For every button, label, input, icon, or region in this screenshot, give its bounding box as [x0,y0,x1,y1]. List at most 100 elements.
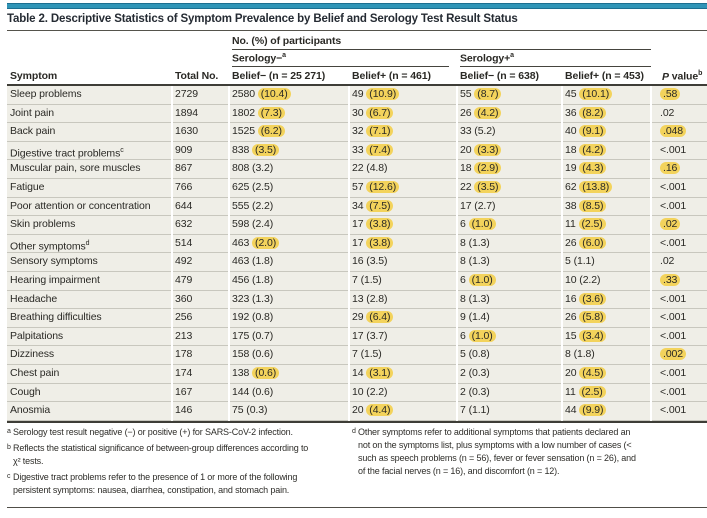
highlighted-percent: (7.5) [366,199,394,212]
highlighted-percent: (0.6) [252,366,280,379]
value-cell: 33 (7.4) [350,141,456,161]
p-value-cell: .16 [652,160,707,179]
table-row: Back pain 1630 1525 (6.2) 32 (7.1) 33 (5.2) 4… [7,123,707,142]
highlighted-percent: (2.5) [578,385,606,398]
percent: (3.2) [252,162,274,175]
percent: (0.8) [468,348,490,361]
spanner-serology-positive: Serology+a [460,52,514,65]
highlighted-percent: (9.1) [579,125,607,138]
p-value-cell: <.001 [652,290,707,310]
p-value: <.001 [660,199,687,212]
value-cell: 8 (1.3) [458,253,561,272]
footnote-line: not on the symptoms list, plus symptoms … [358,440,632,450]
total-cell: 178 [173,346,228,365]
p-value-cell: <.001 [652,178,707,198]
footnotes-left-column: a Serology test result negative (−) or po… [7,426,351,500]
highlighted-percent: (4.2) [474,106,502,119]
highlighted-percent: (3.1) [366,366,394,379]
percent: (0.3) [246,404,268,417]
symptom-cell: Other symptomsd [7,234,171,254]
value-cell: 838 (3.5) [230,141,348,161]
value-cell: 808 (3.2) [230,160,348,179]
total-cell: 167 [173,383,228,403]
percent: (1.4) [468,311,490,324]
total-cell: 867 [173,160,228,179]
highlighted-percent: (10.9) [366,88,400,100]
highlighted-percent: (3.8) [366,236,394,249]
p-value: <.001 [660,329,687,342]
total-cell: 514 [173,234,228,254]
value-cell: 6 (1.0) [458,271,561,291]
highlighted-percent: (12.6) [366,180,400,193]
column-header-seropos-beliefneg: Belief− (n = 638) [460,70,539,82]
highlighted-p-value: .58 [660,88,681,100]
percent: (1.3) [468,236,490,249]
percent: (1.5) [360,273,382,286]
footnote-marker-b: b [7,444,11,451]
highlighted-p-value: .02 [660,218,681,231]
percent: (1.3) [468,255,490,268]
footnotes-right-column: d Other symptoms refer to additional symp… [352,426,707,481]
table-row: Skin problems 632 598 (2.4) 17 (3.8) 6 (1.0)… [7,216,707,235]
value-cell: 13 (2.8) [350,290,456,310]
column-header-p-value: P valueb [662,70,702,83]
column-header-seroneg-beliefpos: Belief+ (n = 461) [352,70,431,82]
footnote-marker-a: a [7,428,11,435]
value-cell: 15 (3.4) [563,327,650,347]
value-cell: 11 (2.5) [563,216,650,235]
value-cell: 6 (1.0) [458,216,561,235]
bottom-divider [7,507,707,508]
highlighted-p-value: .16 [660,162,681,175]
symptom-cell: Chest pain [7,364,171,384]
percent: (1.8) [252,273,274,286]
percent: (0.3) [468,385,490,398]
value-cell: 16 (3.6) [563,290,650,310]
percent: (0.3) [468,366,490,379]
value-cell: 26 (5.8) [563,309,650,328]
highlighted-percent: (13.8) [579,180,613,193]
highlighted-percent: (4.2) [579,143,607,156]
percent: (2.8) [366,292,388,305]
total-cell: 632 [173,216,228,235]
p-value: <.001 [660,143,687,156]
highlighted-percent: (1.0) [468,218,496,231]
value-cell: 26 (6.0) [563,234,650,254]
spanner-serology-negative-label: Serology− [232,52,283,65]
symptom-cell: Anosmia [7,402,171,421]
total-cell: 644 [173,197,228,217]
percent: (1.8) [252,255,274,268]
footnote-ref-c: c [120,146,124,154]
table-row: Anosmia 146 75 (0.3) 20 (4.4) 7 (1.1) 44 (9.9… [7,402,707,421]
percent: (1.5) [360,348,382,361]
highlighted-percent: (6.2) [257,125,285,138]
p-value-cell: <.001 [652,234,707,254]
symptom-cell: Digestive tract problemsc [7,141,171,161]
symptom-cell: Sensory symptoms [7,253,171,272]
value-cell: 8 (1.8) [563,346,650,365]
symptom-cell: Sleep problems [7,86,171,105]
highlighted-p-value: .048 [660,125,687,138]
symptom-cell: Poor attention or concentration [7,197,171,217]
value-cell: 144 (0.6) [230,383,348,403]
value-cell: 1802 (7.3) [230,104,348,124]
value-cell: 7 (1.5) [350,346,456,365]
column-header-seroneg-beliefneg: Belief− (n = 25 271) [232,70,326,82]
highlighted-percent: (5.8) [579,311,607,324]
p-value-cell: .002 [652,346,707,365]
value-cell: 19 (4.3) [563,160,650,179]
percent: (2.4) [252,218,274,231]
percent: (0.6) [252,385,274,398]
p-value: <.001 [660,292,687,305]
table-row: Muscular pain, sore muscles 867 808 (3.2) 2… [7,160,707,179]
footnote-line: Serology test result negative (−) or pos… [13,427,293,437]
value-cell: 17 (3.8) [350,234,456,254]
total-cell: 1630 [173,123,228,142]
footnote-marker-d: d [352,428,356,435]
footnote-c: c Digestive tract problems refer to the p… [7,471,351,497]
percent: (2.2) [579,273,601,286]
percent: (1.8) [573,348,595,361]
total-cell: 766 [173,178,228,198]
column-header-total: Total No. [175,70,219,82]
spanner-participants-rule [232,49,651,50]
